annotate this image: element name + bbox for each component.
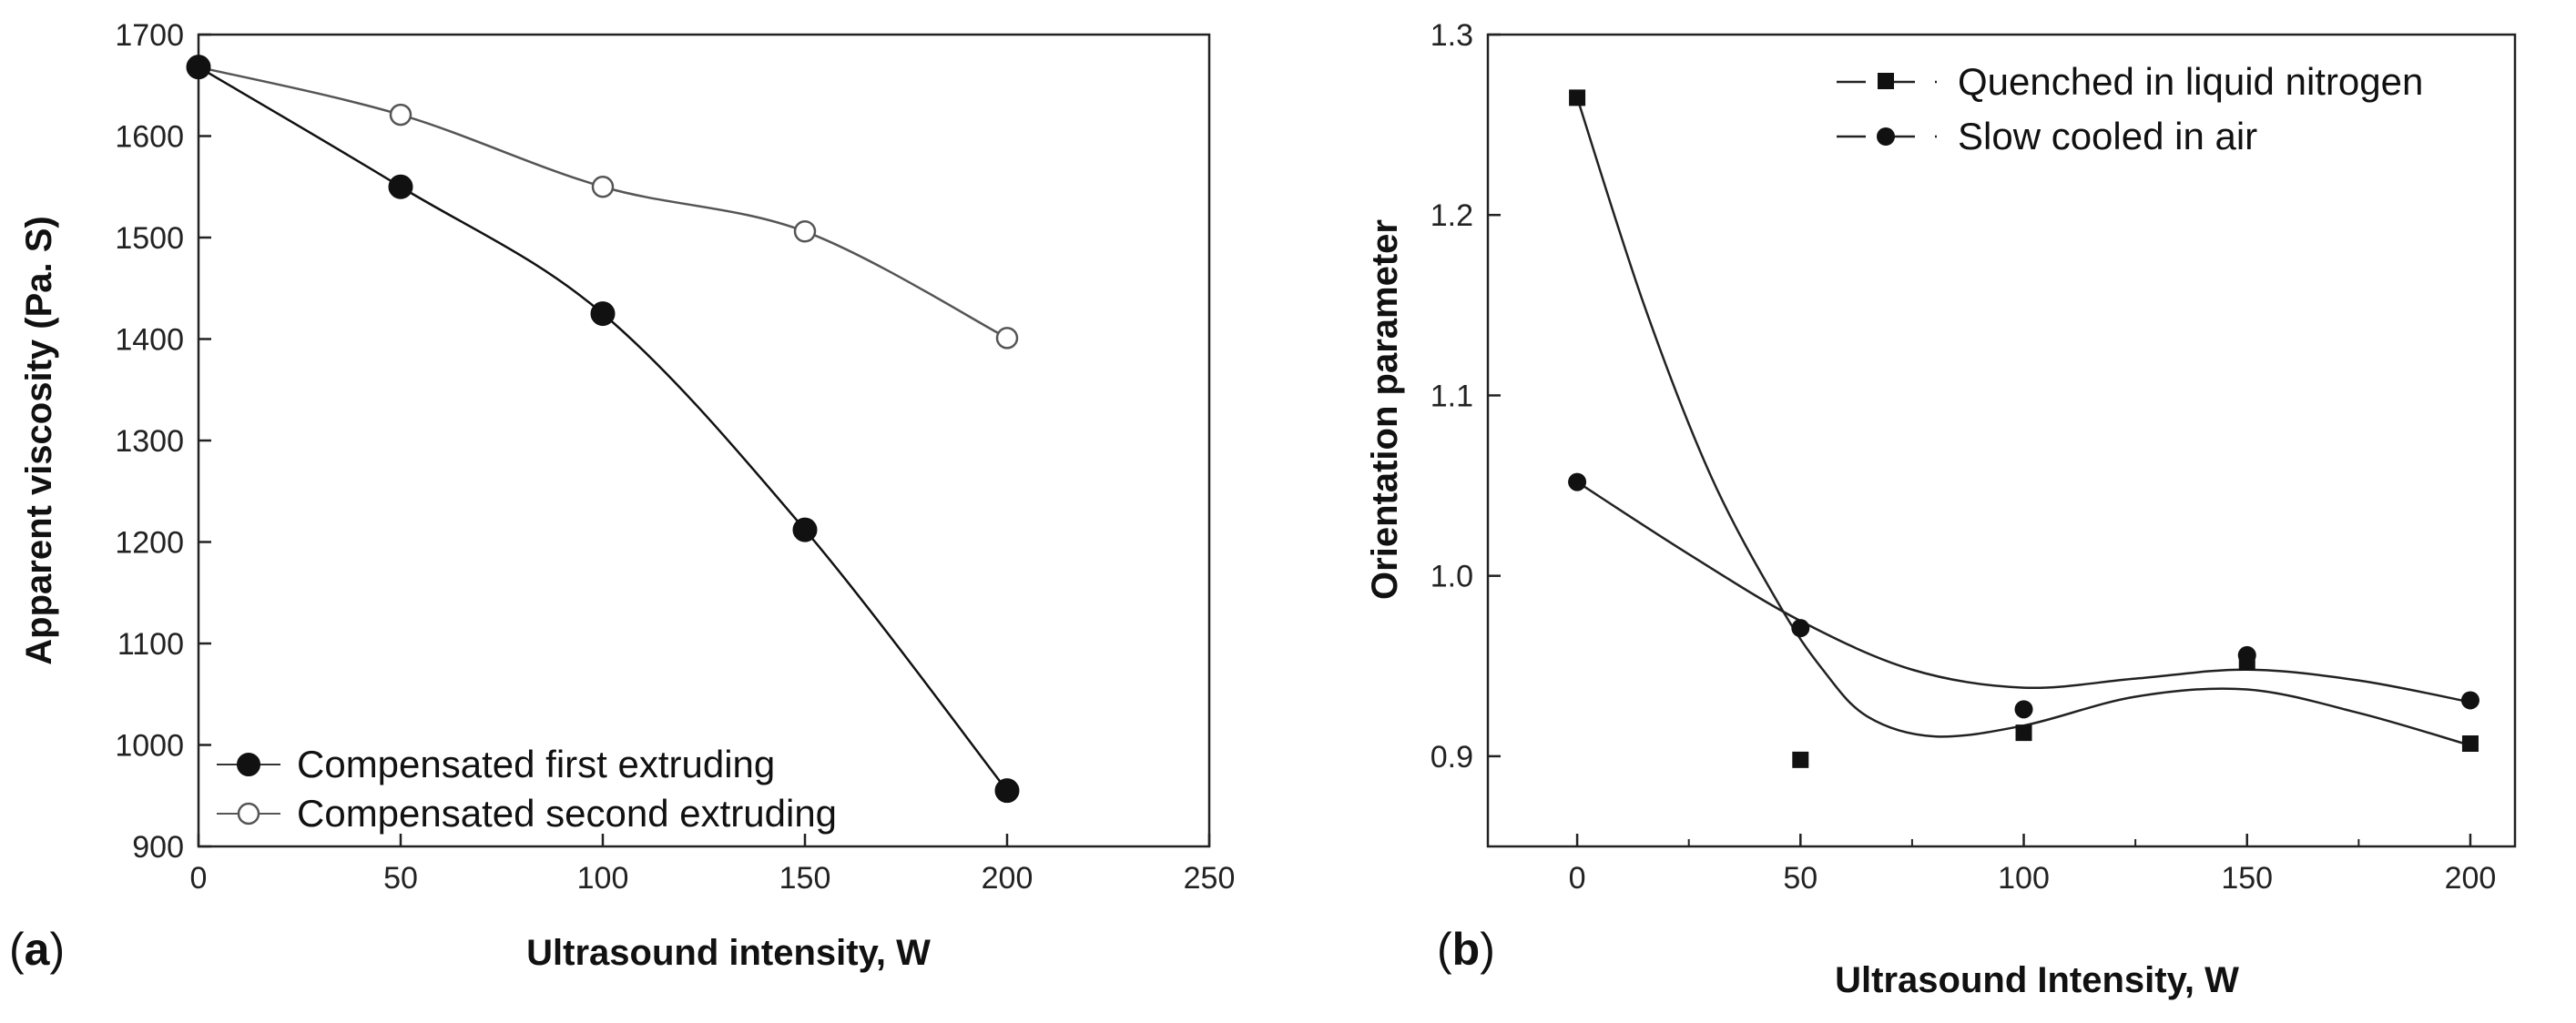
data-point-open [389, 103, 412, 127]
legend-marker-quenched [1878, 73, 1894, 89]
legend-marker-first [237, 753, 260, 776]
data-point-circle [2460, 691, 2479, 710]
legend-label-first: Compensated first extruding [297, 743, 775, 785]
legend: Compensated first extruding Compensated … [217, 743, 837, 835]
x-axis-title: Ultrasound Intensity, W [1835, 960, 2239, 1000]
y-tick-label: 1400 [115, 323, 184, 358]
x-tick-label: 200 [982, 861, 1033, 896]
data-point-circle [1791, 619, 1810, 638]
data-point-filled [590, 301, 616, 327]
y-tick-label: 1700 [115, 18, 184, 53]
data-point-open [591, 176, 615, 198]
data-point-filled [186, 55, 211, 80]
x-axis-title: Ultrasound intensity, W [526, 933, 931, 973]
chart-a: 0 50 100 150 200 250 900 1000 1100 1200 1300 1400 15… [9, 18, 1235, 975]
data-point-square [1792, 751, 1809, 768]
series-line [198, 66, 1008, 792]
data-point-square [1569, 89, 1586, 106]
fit-curve [1576, 481, 2471, 704]
legend: Quenched in liquid nitrogen Slow cooled … [1837, 60, 2423, 157]
y-tick-label: 1000 [115, 729, 184, 764]
legend-label-slow: Slow cooled in air [1958, 115, 2257, 157]
panel-label-b: (b) [1437, 924, 1495, 975]
series-group [1568, 89, 2479, 768]
y-tick-label: 1600 [115, 120, 184, 155]
y-axis-title: Orientation parameter [1365, 219, 1405, 600]
data-point-filled [792, 517, 818, 542]
y-tick-label: 1.0 [1431, 560, 1473, 594]
y-tick-label: 1.3 [1431, 18, 1473, 53]
x-tick-label: 150 [2221, 861, 2273, 896]
x-tick-label: 50 [1783, 861, 1817, 896]
y-tick-label: 900 [132, 830, 184, 865]
y-tick-label: 1.1 [1431, 379, 1473, 413]
data-point-square [2015, 724, 2032, 742]
x-tick-label: 0 [190, 861, 208, 896]
y-tick-label: 1500 [115, 221, 184, 256]
axis-ticks: 0 50 100 150 200 0.9 1.0 1.1 1.2 1.3 [1431, 18, 2497, 896]
data-point-circle [2237, 645, 2256, 664]
y-tick-label: 1300 [115, 424, 184, 459]
x-tick-label: 200 [2445, 861, 2497, 896]
data-point-filled [388, 174, 413, 199]
legend-marker-slow [1877, 127, 1895, 146]
x-tick-label: 150 [779, 861, 831, 896]
plot-frame [1486, 33, 2517, 848]
x-tick-label: 100 [577, 861, 629, 896]
y-tick-label: 1.2 [1431, 198, 1473, 233]
y-tick-label: 1100 [117, 627, 184, 662]
data-point-circle [1568, 472, 1587, 491]
axis-ticks: 0 50 100 150 200 250 900 1000 1100 1200 1300 1400 15… [115, 18, 1235, 896]
x-tick-label: 100 [1998, 861, 2050, 896]
legend-marker-second [237, 802, 260, 825]
y-tick-label: 1200 [115, 526, 184, 561]
series-group [186, 55, 1020, 804]
data-point-open [995, 327, 1019, 349]
data-point-open [793, 220, 817, 243]
data-point-filled [994, 778, 1020, 804]
legend-label-second: Compensated second extruding [297, 792, 837, 835]
x-tick-label: 0 [1569, 861, 1586, 896]
data-point-square [2461, 735, 2479, 753]
legend-label-quenched: Quenched in liquid nitrogen [1958, 60, 2423, 103]
x-tick-label: 250 [1184, 861, 1236, 896]
y-axis-title: Apparent viscosity (Pa. S) [19, 216, 59, 664]
fit-curve [1575, 96, 2471, 747]
panel-label-a: (a) [9, 924, 65, 975]
series-line [198, 66, 1008, 339]
x-tick-label: 50 [383, 861, 418, 896]
y-tick-label: 0.9 [1431, 740, 1473, 775]
chart-b: 0 50 100 150 200 0.9 1.0 1.1 1.2 1.3 Orientation … [1365, 18, 2517, 1000]
data-point-circle [2014, 700, 2033, 719]
